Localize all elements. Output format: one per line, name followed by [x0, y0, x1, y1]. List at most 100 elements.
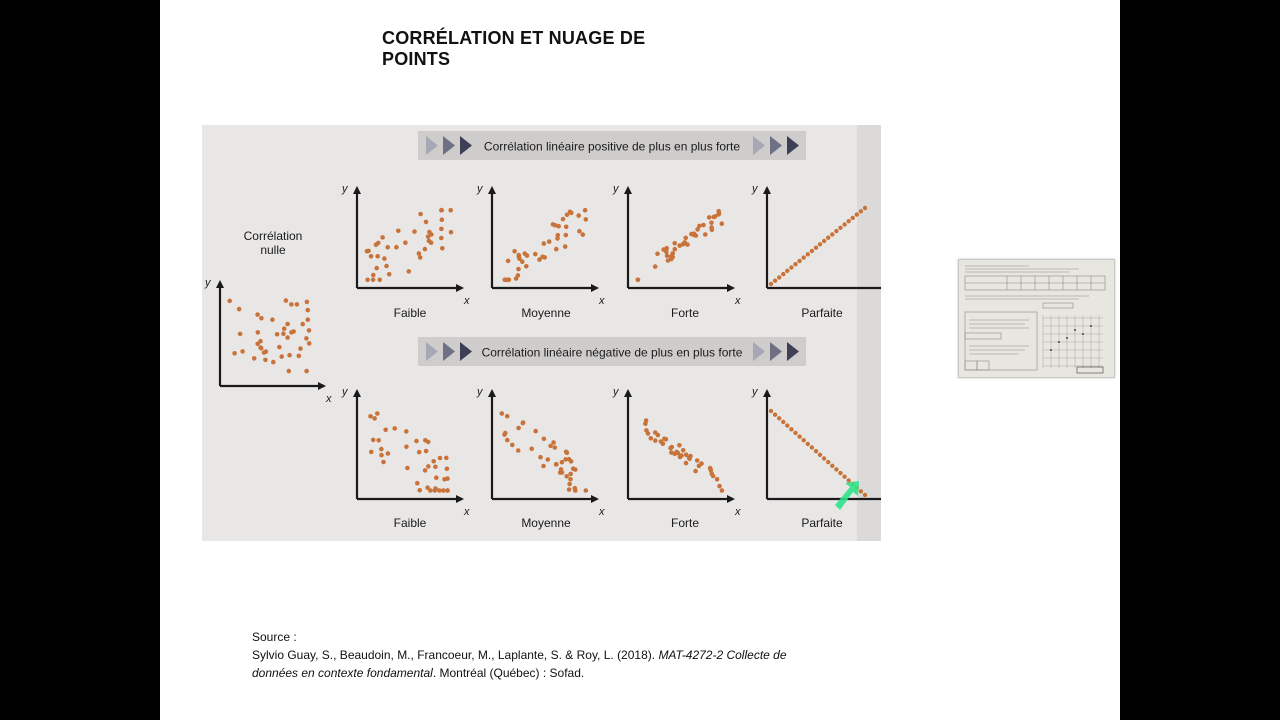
positive-forte-plot-point [719, 221, 725, 226]
positive-forte-plot-point [709, 227, 715, 233]
negative-parfaite-plot-point [785, 423, 790, 428]
negative-parfaite-plot-point [772, 412, 778, 417]
null-plot-point [255, 341, 260, 347]
null-plot-point [277, 344, 282, 350]
negative-faible-plot-point [431, 459, 436, 464]
negative-forte-plot-point [683, 452, 689, 458]
negative-forte-plot-point [707, 465, 713, 471]
positive-faible-plot-point [370, 277, 376, 283]
positive-moyenne-plot-point [520, 259, 525, 264]
negative-faible-plot-point [376, 438, 381, 443]
positive-faible-plot-point [439, 207, 444, 213]
positive-faible-plot-point [412, 229, 417, 234]
positive-parfaite-plot-point [846, 219, 851, 224]
negative-parfaite-plot-point [858, 489, 864, 494]
slide: CORRÉLATION ET NUAGE DE POINTS Corrélati… [160, 0, 1120, 720]
positive-faible-plot-x-label: x [463, 295, 470, 307]
negative-moyenne-plot-point [503, 430, 508, 436]
positive-forte-plot-point [672, 240, 677, 246]
positive-faible-plot-point [416, 251, 422, 256]
positive-moyenne-plot-point [577, 228, 582, 234]
negative-parfaite-plot-point [813, 449, 819, 454]
chevron-right-icon [753, 136, 765, 155]
negative-parfaite-plot-point [834, 467, 839, 472]
negative-parfaite-plot-point [846, 478, 851, 483]
positive-moyenne-plot-x-label: x [598, 295, 605, 307]
positive-moyenne-plot-caption: Moyenne [521, 306, 571, 320]
null-plot-point [305, 307, 311, 313]
source-title: MAT-4272-2 Collecte de données en contex… [252, 648, 787, 680]
chevron-right-icon [770, 136, 782, 155]
positive-forte-plot-x-arrow [727, 284, 735, 292]
negative-moyenne-plot-x-label: x [598, 506, 605, 518]
negative-faible-plot-x-label: x [463, 506, 470, 518]
null-plot-point [304, 368, 309, 374]
positive-faible-plot-point [380, 235, 385, 240]
positive-parfaite-plot-y-label: y [751, 183, 759, 195]
null-plot-point [289, 302, 294, 307]
chevron-right-icon [443, 342, 455, 361]
null-plot-point [300, 321, 305, 327]
slide-title: CORRÉLATION ET NUAGE DE POINTS [382, 28, 646, 69]
negative-faible-plot-point [368, 414, 373, 419]
source-authors: Sylvio Guay, S., Beaudoin, M., Francoeur… [252, 648, 656, 662]
negative-forte-plot-point [677, 454, 683, 460]
negative-parfaite-plot-point [862, 492, 868, 498]
negative-parfaite-plot-y-arrow [763, 389, 771, 397]
positive-faible-plot-caption: Faible [394, 306, 427, 320]
negative-forte-plot-point [683, 460, 689, 466]
chevron-right-icon [426, 136, 438, 155]
negative-parfaite-plot-point [821, 456, 827, 461]
chevron-right-icon [460, 136, 472, 155]
negative-forte-plot-y-label: y [612, 386, 620, 398]
negative-parfaite-plot-point [842, 474, 847, 479]
positive-faible-plot-x-arrow [456, 284, 464, 292]
negative-faible-plot-point [445, 488, 450, 493]
positive-moyenne-plot-point [517, 256, 522, 261]
positive-faible-plot-point [425, 234, 431, 239]
worksheet-thumbnail [958, 259, 1115, 378]
negative-forte-plot-x-arrow [727, 495, 735, 503]
positive-forte-plot-point [680, 241, 686, 247]
negative-moyenne-plot-point [563, 449, 569, 455]
positive-moyenne-plot-point [580, 232, 586, 237]
negative-forte-plot-point [653, 438, 658, 443]
positive-parfaite-plot-point [789, 265, 794, 270]
negative-parfaite-plot-point [797, 434, 802, 439]
negative-faible-plot-point [372, 416, 377, 421]
positive-moyenne-plot-point [546, 239, 552, 244]
positive-parfaite-plot-point [842, 222, 847, 227]
negative-banner-label: Corrélation linéaire négative de plus en… [482, 346, 743, 360]
null-plot-point [281, 326, 287, 331]
positive-faible-plot-y-arrow [353, 186, 361, 194]
null-plot-point [255, 330, 261, 335]
scatter-plots-illustration: Corrélation linéaire positive de plus en… [202, 125, 881, 541]
positive-faible-plot-point [373, 242, 379, 247]
null-plot-point [258, 345, 263, 350]
negative-faible-plot-point [392, 426, 397, 431]
positive-forte-plot-y-arrow [624, 186, 632, 194]
negative-forte-plot-point [669, 444, 675, 450]
positive-forte-plot-point [672, 246, 678, 252]
null-plot-point [304, 336, 309, 341]
positive-faible-plot-point [440, 246, 445, 251]
negative-moyenne-plot-point [564, 474, 569, 479]
positive-moyenne-plot-point [542, 255, 547, 260]
negative-parfaite-plot-point [793, 430, 798, 436]
chevron-right-icon [787, 136, 799, 155]
negative-faible-plot-point [444, 466, 450, 472]
null-plot-point [285, 321, 290, 327]
negative-moyenne-plot-point [541, 463, 546, 469]
chevron-right-icon [753, 342, 765, 361]
null-plot-point [305, 317, 311, 322]
null-plot-point [236, 306, 242, 312]
negative-parfaite-plot-point [817, 452, 823, 457]
negative-forte-plot-point [714, 477, 720, 482]
positive-moyenne-plot-point [556, 223, 561, 229]
positive-faible-plot-point [417, 255, 423, 260]
positive-moyenne-plot-point [512, 249, 517, 254]
positive-moyenne-plot-x-arrow [591, 284, 599, 292]
positive-parfaite-plot-point [772, 278, 778, 283]
negative-faible-plot-point [370, 437, 376, 443]
negative-parfaite-plot-y-label: y [751, 386, 759, 398]
